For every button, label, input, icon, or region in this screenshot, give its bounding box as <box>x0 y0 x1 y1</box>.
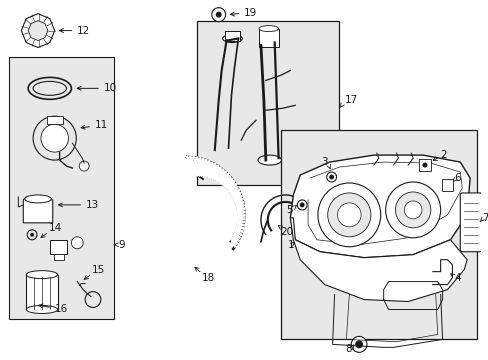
Text: 18: 18 <box>202 273 215 283</box>
Text: 11: 11 <box>81 120 108 130</box>
Circle shape <box>297 200 306 210</box>
Circle shape <box>215 12 221 18</box>
Circle shape <box>328 175 333 180</box>
Text: 3: 3 <box>321 157 327 167</box>
Bar <box>8 58 113 319</box>
Circle shape <box>317 183 380 247</box>
Circle shape <box>30 233 34 237</box>
Text: 12: 12 <box>60 26 90 36</box>
Bar <box>224 31 240 41</box>
Circle shape <box>354 340 362 348</box>
Bar <box>54 254 63 260</box>
Bar <box>26 275 58 310</box>
Circle shape <box>404 201 421 219</box>
Circle shape <box>71 237 83 249</box>
Circle shape <box>419 160 429 170</box>
Bar <box>197 21 339 185</box>
Text: 13: 13 <box>59 200 99 210</box>
Text: 16: 16 <box>39 304 68 315</box>
Ellipse shape <box>259 26 278 32</box>
Bar <box>259 28 278 46</box>
Text: 17: 17 <box>344 95 357 105</box>
Polygon shape <box>290 155 469 258</box>
Text: 5: 5 <box>285 205 292 215</box>
Circle shape <box>422 163 427 167</box>
Circle shape <box>79 161 89 171</box>
Circle shape <box>385 182 440 238</box>
Text: 20: 20 <box>280 227 293 237</box>
Ellipse shape <box>258 155 281 165</box>
Bar <box>50 240 67 254</box>
Bar <box>47 116 62 124</box>
Circle shape <box>395 192 430 228</box>
Polygon shape <box>21 14 55 48</box>
Text: 2: 2 <box>440 150 447 160</box>
Text: 9: 9 <box>118 240 125 250</box>
FancyBboxPatch shape <box>459 193 481 252</box>
Bar <box>418 159 430 171</box>
Bar <box>280 130 476 339</box>
Text: 1: 1 <box>287 240 293 250</box>
Circle shape <box>326 172 336 182</box>
Text: 19: 19 <box>230 8 257 18</box>
Text: 10: 10 <box>77 84 117 93</box>
Bar <box>441 179 452 191</box>
Polygon shape <box>290 218 466 302</box>
Ellipse shape <box>26 271 58 279</box>
Circle shape <box>211 8 225 22</box>
Text: 14: 14 <box>49 223 62 233</box>
Circle shape <box>442 180 451 190</box>
Polygon shape <box>23 197 53 223</box>
Circle shape <box>327 193 370 237</box>
Text: 8: 8 <box>345 345 351 354</box>
Circle shape <box>350 336 366 352</box>
Text: 15: 15 <box>92 265 105 275</box>
Text: 6: 6 <box>453 173 460 183</box>
Circle shape <box>41 124 68 152</box>
Ellipse shape <box>26 306 58 314</box>
Ellipse shape <box>25 195 51 203</box>
Ellipse shape <box>222 35 242 42</box>
Circle shape <box>337 203 360 227</box>
Circle shape <box>299 202 304 207</box>
Text: 4: 4 <box>453 273 460 283</box>
Text: 7: 7 <box>481 213 488 223</box>
Polygon shape <box>28 21 48 41</box>
